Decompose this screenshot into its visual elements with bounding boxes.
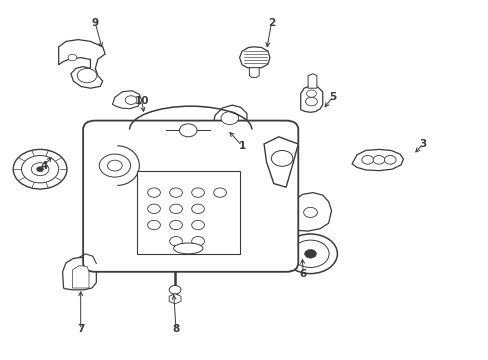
Circle shape	[306, 90, 316, 97]
Circle shape	[169, 220, 182, 230]
Circle shape	[361, 156, 373, 164]
Text: 7: 7	[77, 324, 84, 334]
Circle shape	[305, 97, 317, 106]
Polygon shape	[72, 266, 89, 288]
Circle shape	[191, 220, 204, 230]
Circle shape	[169, 285, 181, 294]
Polygon shape	[112, 91, 142, 109]
Text: 3: 3	[419, 139, 426, 149]
Polygon shape	[289, 193, 331, 231]
Circle shape	[271, 150, 292, 166]
Text: 4: 4	[40, 161, 48, 171]
Polygon shape	[249, 68, 259, 77]
Circle shape	[372, 156, 384, 164]
Text: 10: 10	[134, 96, 149, 106]
Text: 8: 8	[172, 324, 179, 334]
Circle shape	[171, 294, 179, 300]
Circle shape	[303, 207, 317, 217]
Polygon shape	[239, 47, 269, 68]
Circle shape	[169, 204, 182, 213]
Polygon shape	[351, 149, 403, 171]
Circle shape	[37, 167, 43, 172]
FancyBboxPatch shape	[83, 121, 298, 272]
Circle shape	[191, 204, 204, 213]
Text: 6: 6	[299, 269, 306, 279]
Circle shape	[147, 204, 160, 213]
Circle shape	[99, 154, 130, 177]
Polygon shape	[212, 105, 246, 130]
Circle shape	[221, 112, 238, 125]
Polygon shape	[300, 86, 322, 112]
Text: 1: 1	[238, 141, 245, 151]
Polygon shape	[158, 240, 193, 263]
Circle shape	[304, 249, 316, 258]
Text: 5: 5	[328, 92, 335, 102]
Circle shape	[13, 149, 67, 189]
Circle shape	[21, 156, 59, 183]
Circle shape	[191, 237, 204, 246]
Circle shape	[179, 124, 197, 137]
FancyBboxPatch shape	[137, 171, 239, 254]
Circle shape	[191, 188, 204, 197]
Circle shape	[77, 68, 97, 83]
Polygon shape	[307, 74, 316, 88]
Polygon shape	[59, 40, 105, 88]
Circle shape	[283, 234, 337, 274]
Circle shape	[147, 220, 160, 230]
Circle shape	[169, 188, 182, 197]
Circle shape	[291, 240, 328, 267]
Circle shape	[107, 160, 122, 171]
Circle shape	[31, 163, 49, 176]
Circle shape	[125, 96, 137, 104]
Text: 2: 2	[267, 18, 274, 28]
Circle shape	[384, 156, 395, 164]
Text: 9: 9	[92, 18, 99, 28]
Circle shape	[68, 54, 77, 61]
Ellipse shape	[173, 243, 203, 254]
Polygon shape	[264, 137, 298, 187]
Circle shape	[147, 188, 160, 197]
Circle shape	[169, 237, 182, 246]
Circle shape	[213, 188, 226, 197]
Polygon shape	[62, 257, 96, 290]
